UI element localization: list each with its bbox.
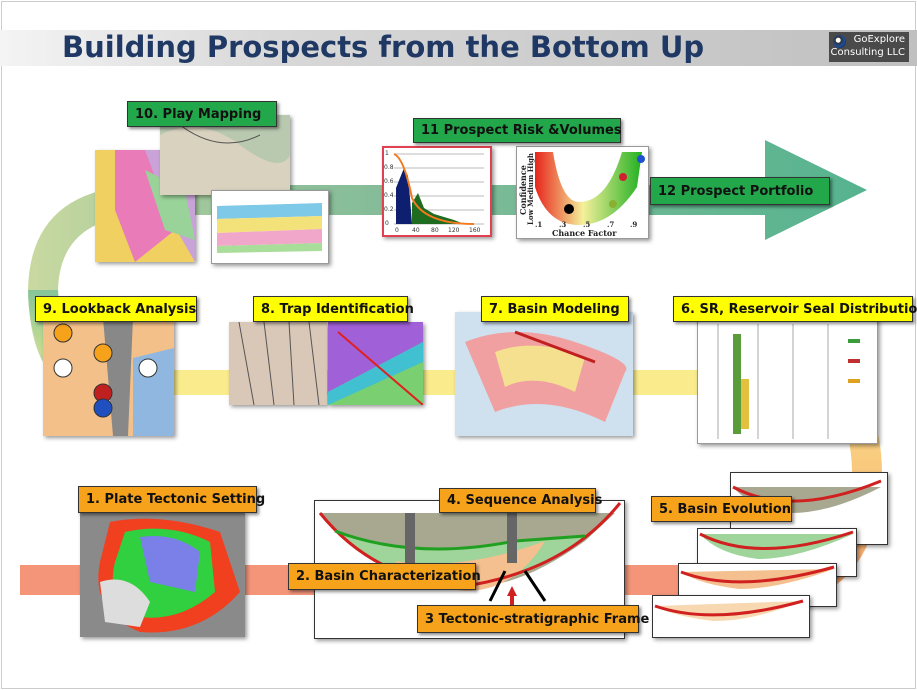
stratigraphic-column-chart bbox=[697, 318, 878, 444]
step-11-prospect-risk-volumes: 11 Prospect Risk &Volumes bbox=[413, 118, 622, 143]
histogram-xtick: 0 bbox=[395, 227, 399, 234]
risk-confidence-plot: Confidence Low Medium High .1 .3 .5 .7 .… bbox=[516, 146, 649, 239]
histogram-xtick: 80 bbox=[431, 227, 439, 234]
step-1-plate-tectonic-setting: 1. Plate Tectonic Setting bbox=[78, 486, 265, 513]
histogram-ytick: 0 bbox=[385, 220, 389, 227]
step-3-tectonic-stratigraphic-frame: 3 Tectonic-stratigraphic Frame bbox=[417, 605, 649, 633]
chance-factor-xtick: .9 bbox=[630, 220, 638, 229]
chance-factor-xtick: .1 bbox=[535, 220, 543, 229]
trap-structure-map bbox=[328, 322, 423, 405]
step-6-sr-reservoir-seal: 6. SR, Reservoir Seal Distribution bbox=[673, 296, 917, 322]
histogram-ytick: 0.4 bbox=[384, 192, 394, 199]
chance-factor-xtick: .5 bbox=[583, 220, 591, 229]
histogram-ytick: 0.2 bbox=[384, 206, 394, 213]
histogram-xtick: 160 bbox=[469, 227, 481, 234]
chance-factor-xtick: .7 bbox=[607, 220, 615, 229]
arctic-bathymetry-map bbox=[80, 512, 245, 637]
step-9-lookback-analysis: 9. Lookback Analysis bbox=[35, 296, 197, 322]
basin-evolution-stage-1 bbox=[652, 595, 810, 638]
company-logo: GoExplore Consulting LLC bbox=[829, 32, 909, 62]
histogram-ytick: 0.6 bbox=[384, 178, 394, 185]
volume-histogram: 1 0.8 0.6 0.4 0.2 0 0 40 80 120 160 bbox=[382, 146, 492, 237]
step-12-prospect-portfolio: 12 Prospect Portfolio bbox=[650, 177, 830, 205]
logo-line1: GoExplore bbox=[853, 34, 905, 45]
histogram-ytick: 1 bbox=[385, 150, 389, 157]
chance-factor-xtick: .3 bbox=[559, 220, 567, 229]
step-8-trap-identification: 8. Trap Identification bbox=[253, 296, 414, 322]
lookback-map-image bbox=[43, 318, 174, 436]
logo-line2: Consulting LLC bbox=[830, 47, 905, 58]
basin-model-map bbox=[455, 312, 633, 436]
seismic-image bbox=[229, 322, 327, 405]
step-5-basin-evolution: 5. Basin Evolution bbox=[651, 496, 792, 522]
step-7-basin-modeling: 7. Basin Modeling bbox=[481, 296, 629, 322]
histogram-xtick: 120 bbox=[448, 227, 460, 234]
slide-title: Building Prospects from the Bottom Up bbox=[62, 30, 705, 64]
title-bar bbox=[0, 30, 917, 66]
histogram-ytick: 0.8 bbox=[384, 164, 394, 171]
play-map-image bbox=[95, 150, 195, 262]
confidence-levels-label: Low Medium High bbox=[526, 153, 535, 225]
chance-factor-axis-label: Chance Factor bbox=[552, 228, 617, 238]
play-satellite-image bbox=[160, 115, 290, 195]
step-10-play-mapping: 10. Play Mapping bbox=[127, 101, 277, 127]
step-2-basin-characterization: 2. Basin Characterization bbox=[288, 563, 481, 590]
step-4-sequence-analysis: 4. Sequence Analysis bbox=[439, 488, 602, 513]
histogram-xtick: 40 bbox=[412, 227, 420, 234]
logo-swirl-icon bbox=[833, 35, 846, 48]
play-cross-section-image bbox=[211, 190, 329, 264]
